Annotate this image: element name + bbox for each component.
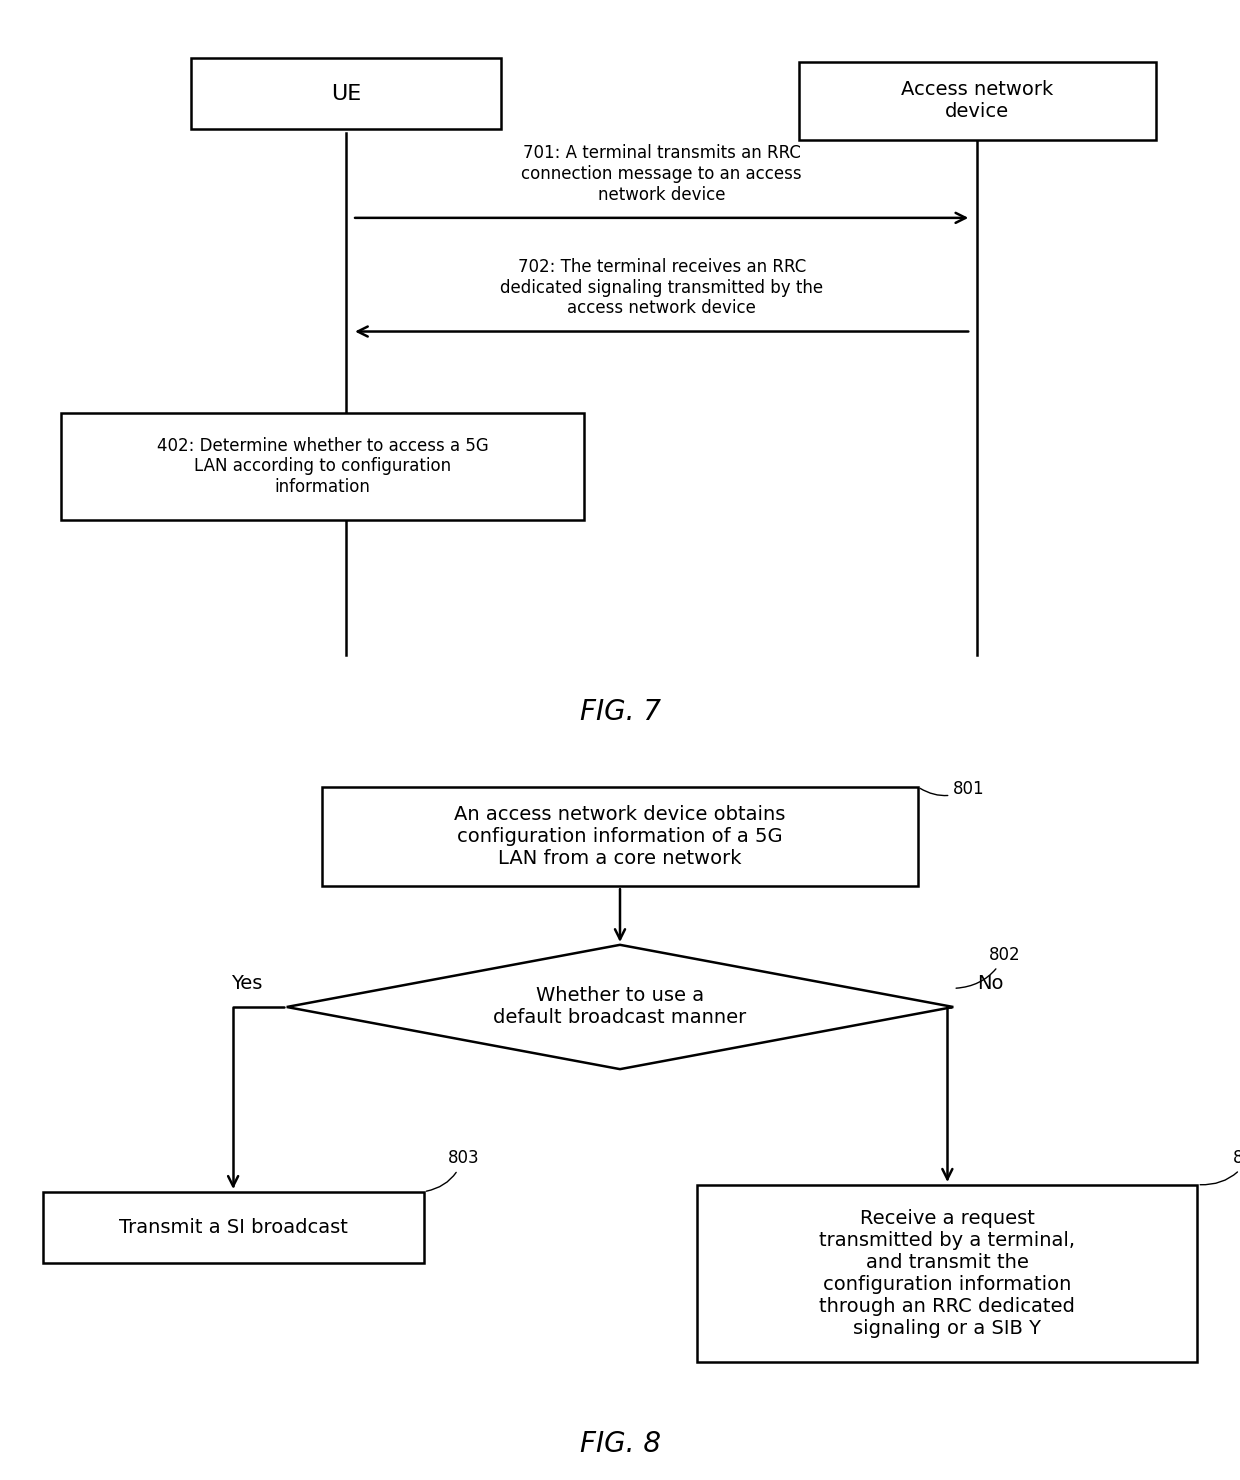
Text: 701: A terminal transmits an RRC
connection message to an access
network device: 701: A terminal transmits an RRC connect… [521,144,802,204]
Bar [61,413,584,519]
Text: Transmit a SI broadcast: Transmit a SI broadcast [119,1218,347,1237]
Text: FIG. 7: FIG. 7 [579,697,661,725]
Polygon shape [286,944,954,1069]
Bar [799,62,1156,139]
Text: No: No [977,974,1003,993]
Text: Access network
device: Access network device [901,80,1053,121]
Text: Receive a request
transmitted by a terminal,
and transmit the
configuration info: Receive a request transmitted by a termi… [820,1209,1075,1338]
Text: 802: 802 [956,946,1021,989]
Bar [42,1191,424,1262]
Text: 804: 804 [1200,1150,1240,1185]
Bar [322,787,918,887]
Text: Whether to use a
default broadcast manner: Whether to use a default broadcast manne… [494,987,746,1027]
Text: FIG. 8: FIG. 8 [579,1430,661,1458]
Text: Yes: Yes [232,974,263,993]
Text: An access network device obtains
configuration information of a 5G
LAN from a co: An access network device obtains configu… [454,805,786,867]
Bar [697,1184,1198,1362]
Text: 803: 803 [427,1150,479,1191]
Text: UE: UE [331,83,361,104]
Text: 801: 801 [920,780,985,798]
Text: 402: Determine whether to access a 5G
LAN according to configuration
information: 402: Determine whether to access a 5G LA… [156,437,489,496]
Text: 702: The terminal receives an RRC
dedicated signaling transmitted by the
access : 702: The terminal receives an RRC dedica… [500,258,823,317]
Bar [191,58,501,129]
